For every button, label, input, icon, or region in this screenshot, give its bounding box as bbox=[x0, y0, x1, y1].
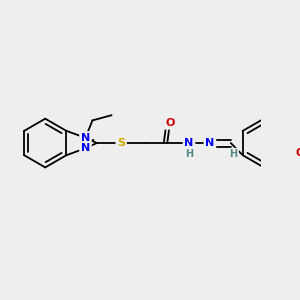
Text: H: H bbox=[185, 149, 193, 159]
Text: N: N bbox=[81, 133, 90, 143]
Text: H: H bbox=[229, 149, 238, 159]
Text: S: S bbox=[117, 138, 125, 148]
Text: N: N bbox=[205, 138, 214, 148]
Text: O: O bbox=[165, 118, 175, 128]
Text: N: N bbox=[81, 143, 90, 153]
Text: N: N bbox=[184, 138, 194, 148]
Text: O: O bbox=[296, 148, 300, 158]
